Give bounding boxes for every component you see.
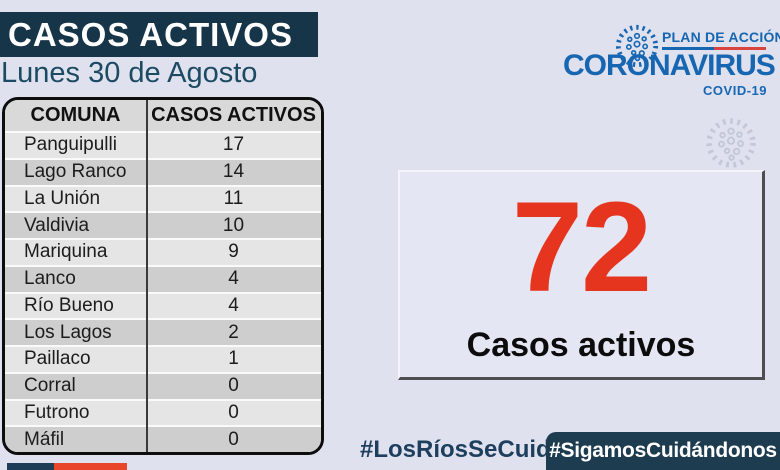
table-row: Corral 0	[5, 373, 321, 399]
comuna-cases: 0	[228, 401, 239, 423]
comuna-name: Lago Ranco	[24, 161, 127, 183]
page-title: CASOS ACTIVOS	[8, 15, 293, 53]
comuna-name: La Unión	[24, 187, 101, 209]
comuna-cases: 14	[222, 161, 245, 183]
column-header-casos: CASOS ACTIVOS	[151, 104, 316, 126]
table-row: Río Bueno 4	[5, 293, 321, 319]
comuna-name: Máfil	[24, 428, 65, 450]
title-banner: CASOS ACTIVOS	[0, 12, 318, 57]
total-card: 72 Casos activos	[398, 170, 765, 380]
table-row: Panguipulli 17	[5, 133, 321, 158]
date-label: Lunes 30 de Agosto	[1, 57, 258, 89]
comuna-name: Los Lagos	[24, 321, 112, 343]
comuna-name: Mariquina	[24, 241, 108, 263]
comuna-cases: 0	[228, 428, 239, 450]
comuna-name: Futrono	[24, 401, 90, 423]
comuna-cases: 4	[228, 268, 239, 290]
comuna-cases: 10	[222, 214, 245, 236]
hashtag-sigamos-box: #SigamosCuidándonos	[546, 432, 780, 470]
table-row: Los Lagos 2	[5, 320, 321, 345]
comuna-name: Paillaco	[24, 348, 91, 370]
flag-bar-navy	[7, 463, 54, 470]
covid19-label: COVID-19	[703, 83, 767, 98]
coronavirus-logo: PLAN DE ACCIÓN CORONAVIRUS COVID-19	[563, 24, 780, 98]
flag-bar-red	[54, 463, 127, 470]
total-cases-value: 72	[511, 176, 652, 319]
cases-table: COMUNA CASOS ACTIVOS Panguipulli 17 Lago …	[2, 97, 324, 455]
virus-icon	[615, 24, 659, 68]
comuna-cases: 17	[222, 134, 245, 156]
comuna-name: Valdivia	[24, 214, 90, 236]
table-row: Valdivia 10	[5, 213, 321, 238]
comuna-name: Lanco	[24, 268, 76, 290]
table-row: Lago Ranco 14	[5, 159, 321, 185]
total-cases-label: Casos activos	[466, 326, 696, 364]
table-header-row: COMUNA CASOS ACTIVOS	[5, 100, 321, 131]
hashtag-losrios: #LosRíosSeCuida	[360, 436, 565, 463]
table-row: Mariquina 9	[5, 240, 321, 265]
column-header-comuna: COMUNA	[30, 104, 121, 126]
comuna-name: Río Bueno	[24, 294, 114, 316]
plan-underline	[662, 47, 766, 50]
comuna-cases: 1	[228, 348, 239, 370]
hashtag-sigamos: #SigamosCuidándonos	[549, 439, 777, 462]
coronavirus-wordmark: CORONAVIRUS	[563, 49, 776, 82]
comuna-name: Corral	[24, 375, 76, 397]
virus-watermark-icon	[706, 118, 756, 168]
table-row: Paillaco 1	[5, 347, 321, 372]
table-row: Máfil 0	[5, 427, 321, 452]
comuna-cases: 9	[228, 241, 239, 263]
comuna-cases: 2	[228, 321, 239, 343]
plan-de-accion-label: PLAN DE ACCIÓN	[662, 29, 780, 45]
table-row: Futrono 0	[5, 400, 321, 426]
table-row: La Unión 11	[5, 186, 321, 212]
comuna-cases: 11	[223, 187, 244, 209]
table-column-divider	[146, 100, 148, 452]
comuna-cases: 0	[228, 375, 239, 397]
flag-bar	[7, 463, 127, 470]
comuna-cases: 4	[228, 294, 239, 316]
comuna-name: Panguipulli	[24, 134, 117, 156]
table-row: Lanco 4	[5, 266, 321, 292]
